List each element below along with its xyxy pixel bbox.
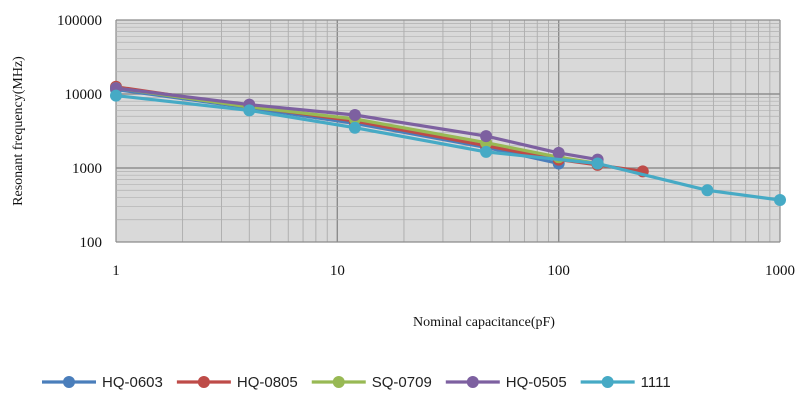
series-1111 bbox=[110, 89, 786, 206]
data-point bbox=[552, 146, 565, 159]
legend-label: HQ-0505 bbox=[506, 374, 567, 391]
data-point bbox=[348, 121, 361, 134]
legend-label: HQ-0603 bbox=[102, 374, 163, 391]
x-axis-label: Nominal capacitance(pF) bbox=[413, 315, 555, 330]
legend-marker bbox=[601, 376, 614, 388]
x-tick-label: 1000 bbox=[765, 263, 795, 279]
y-tick-label: 100000 bbox=[57, 13, 102, 29]
data-point bbox=[480, 130, 493, 143]
legend-item: HQ-0603 bbox=[42, 374, 163, 391]
series-line bbox=[115, 86, 598, 162]
data-point bbox=[243, 104, 256, 117]
legend-marker bbox=[197, 376, 210, 388]
data-point bbox=[774, 194, 786, 206]
data-point bbox=[701, 184, 714, 197]
data-point bbox=[480, 145, 493, 158]
legend-label: 1111 bbox=[641, 374, 671, 391]
data-point bbox=[348, 109, 361, 121]
legend-label: SQ-0709 bbox=[372, 374, 432, 391]
y-tick-label: 1000 bbox=[72, 161, 102, 177]
y-axis-label: Resonant frequency(MHz) bbox=[11, 56, 26, 206]
data-point bbox=[591, 157, 604, 170]
series-line bbox=[115, 86, 598, 166]
x-axis-ticks: 1 10 100 1000 bbox=[112, 263, 795, 279]
legend-marker bbox=[466, 376, 479, 388]
y-tick-label: 100 bbox=[80, 235, 103, 251]
grid bbox=[115, 19, 781, 243]
x-tick-label: 1 bbox=[112, 263, 120, 279]
x-tick-label: 10 bbox=[330, 263, 345, 279]
legend-marker bbox=[332, 376, 345, 388]
legend-item: SQ-0709 bbox=[311, 374, 432, 391]
y-axis-ticks: 100 1000 10000 100000 bbox=[57, 13, 102, 251]
legend: HQ-0603 HQ-0805 SQ-0709 HQ-0505 1111 bbox=[42, 374, 671, 391]
x-tick-label: 100 bbox=[547, 263, 570, 279]
legend-item: HQ-0805 bbox=[176, 374, 298, 391]
legend-item: 1111 bbox=[580, 374, 671, 391]
y-tick-label: 10000 bbox=[65, 87, 103, 103]
legend-marker bbox=[63, 376, 75, 388]
series-layer bbox=[110, 80, 786, 206]
legend-item: HQ-0505 bbox=[445, 374, 567, 391]
legend-label: HQ-0805 bbox=[237, 374, 298, 391]
data-point bbox=[110, 89, 122, 102]
